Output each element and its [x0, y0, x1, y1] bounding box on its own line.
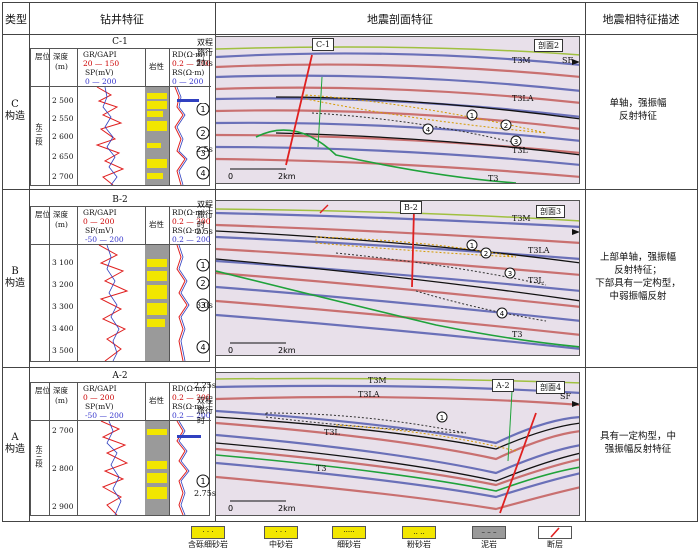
- svg-text:1: 1: [200, 105, 205, 114]
- svg-text:2km: 2km: [278, 504, 296, 513]
- seismic-section-2: 0 2km 1 2 3 4 C-1 剖面2 T3M T3LA T3L T3 SF: [215, 36, 580, 184]
- swatch-icon: · · ·: [191, 526, 225, 539]
- svg-text:4: 4: [426, 126, 431, 134]
- svg-text:0: 0: [228, 172, 233, 181]
- marker-circles: 1 2 3 4: [196, 103, 210, 180]
- resistivity-curves: [174, 87, 199, 185]
- axis-label: 双程旅行时: [197, 200, 213, 229]
- well-log-a2: A-2 层位 深度 (m) GR/GAPI 0 — 200 SP(mV) -50…: [30, 371, 211, 516]
- marker-circles: 1: [196, 474, 210, 488]
- lithology-column: [145, 87, 169, 185]
- well-name: A-2: [112, 371, 128, 381]
- legend-item: ‥ ‥ 粉砂岩: [402, 526, 436, 550]
- divider: [3, 189, 697, 190]
- well-log-b2: B-2 层位 深度 (m) GR/GAPI 0 — 200 SP(mV) -50…: [30, 195, 211, 362]
- facies-description: 单轴，强振幅 反射特征: [609, 98, 667, 122]
- svg-text:0: 0: [228, 504, 233, 513]
- svg-text:1: 1: [200, 261, 205, 270]
- well-name: B-2: [112, 195, 128, 205]
- legend-item: 断层: [538, 526, 572, 550]
- header-type: 类型: [3, 3, 29, 35]
- swatch-icon: ‥ ‥: [402, 526, 436, 539]
- lithology-column: [145, 421, 169, 515]
- type-label: A 构造: [5, 432, 25, 455]
- seismic-section-3: 0 2km 1 2 3 4 B-2 剖面3 T3M T3LA T3L T3: [215, 200, 580, 356]
- seismic-section-4: 0 2km 1 A-2 剖面4 T3M T3LA T3L T3 SF: [215, 372, 580, 516]
- type-label: B 构造: [5, 266, 25, 289]
- divider: [3, 367, 697, 368]
- svg-text:2: 2: [200, 129, 205, 138]
- seismic-image: 0 2km 1 2 3 4: [216, 201, 579, 355]
- axis-label: 双程旅行时: [197, 38, 213, 67]
- resistivity-curves: [176, 245, 190, 361]
- svg-text:1: 1: [200, 477, 205, 486]
- legend-item: – – – 泥岩: [472, 526, 506, 550]
- divider: [585, 3, 586, 521]
- marker-circles: 1 2 3 4: [196, 259, 210, 354]
- header-seismic: 地震剖面特征: [215, 3, 585, 35]
- legend-item: · · · 含砾细砂岩: [188, 526, 228, 549]
- svg-text:2: 2: [484, 250, 488, 258]
- svg-text:0: 0: [228, 346, 233, 355]
- svg-text:4: 4: [200, 343, 205, 352]
- swatch-icon: ·····: [332, 526, 366, 539]
- svg-text:2: 2: [200, 279, 205, 288]
- header-desc: 地震相特征描述: [585, 3, 697, 35]
- divider: [29, 3, 30, 521]
- gr-sp-curves: [95, 87, 125, 185]
- swatch-icon: · · ·: [264, 526, 298, 539]
- seismic-image: 0 2km 1: [216, 373, 579, 515]
- svg-text:3: 3: [200, 149, 205, 158]
- svg-text:3: 3: [200, 301, 205, 310]
- lithology-column: [145, 245, 169, 361]
- facies-description: 上部单轴，强振幅 反射特征； 下部具有一定构型， 中弱振幅反射: [595, 252, 681, 302]
- swatch-icon: – – –: [472, 526, 506, 539]
- facies-description: 具有一定构型，中 强振幅反射特征: [599, 431, 676, 455]
- legend-item: ····· 细砂岩: [332, 526, 366, 550]
- svg-text:2km: 2km: [278, 346, 296, 355]
- gr-sp-curves: [98, 245, 129, 361]
- svg-text:4: 4: [500, 310, 505, 318]
- svg-text:2: 2: [504, 122, 508, 130]
- resistivity-curves: [176, 421, 201, 515]
- svg-text:4: 4: [200, 169, 205, 178]
- axis-label: 双程旅行时: [197, 396, 213, 425]
- fault-icon: [538, 526, 572, 539]
- svg-text:1: 1: [470, 242, 474, 250]
- svg-text:3: 3: [508, 270, 512, 278]
- type-label: C 构造: [5, 99, 25, 122]
- svg-text:1: 1: [440, 414, 444, 422]
- seismic-image: 0 2km 1 2 3 4: [216, 37, 579, 183]
- well-name: C-1: [112, 37, 128, 47]
- svg-text:3: 3: [514, 138, 518, 146]
- legend-item: · · · 中砂岩: [264, 526, 298, 550]
- well-log-c1: C-1 层位 深度 (m) GR/GAPI 20 — 150 SP(mV) 0 …: [30, 37, 211, 186]
- svg-text:2km: 2km: [278, 172, 296, 181]
- svg-text:1: 1: [470, 112, 474, 120]
- gr-sp-curves: [100, 421, 129, 515]
- header-well: 钻井特征: [29, 3, 215, 35]
